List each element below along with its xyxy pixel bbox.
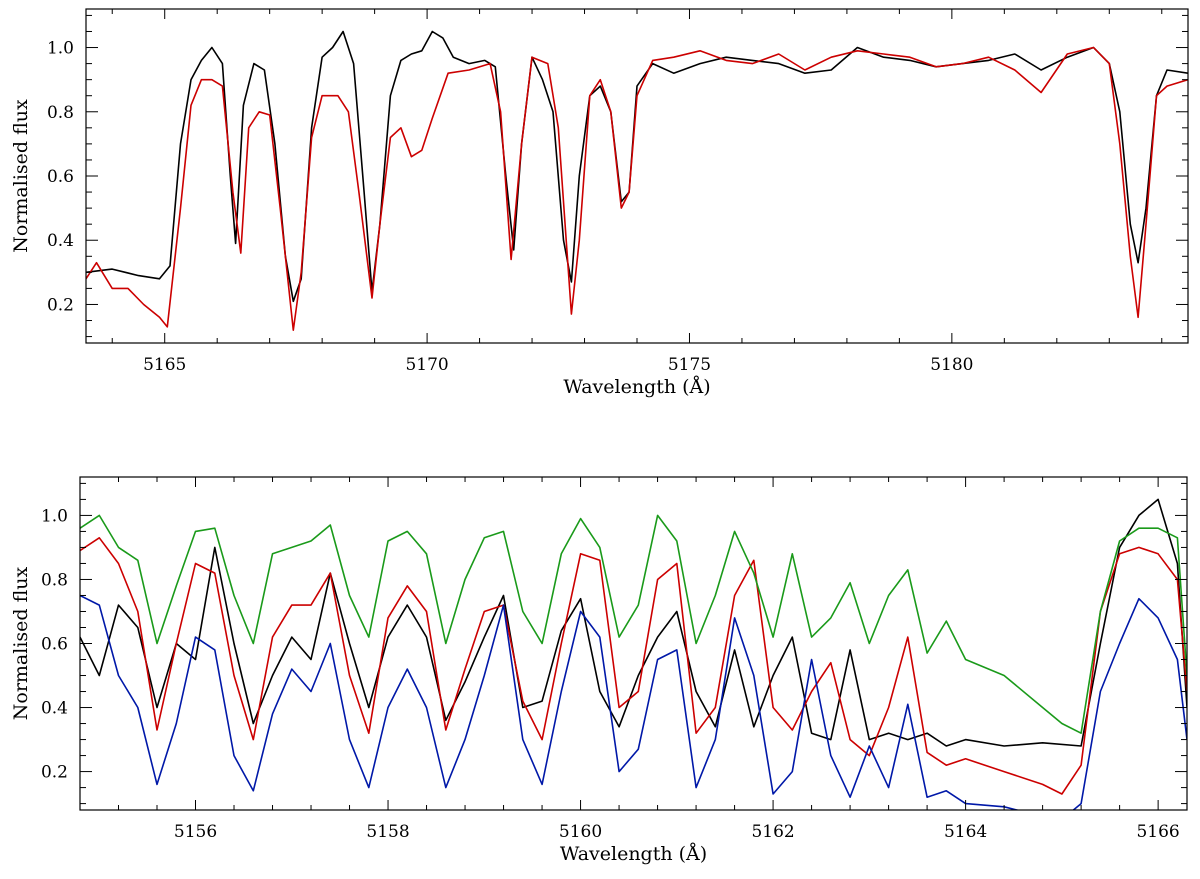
series-model-line <box>86 46 1188 331</box>
y-tick-label: 0.4 <box>47 231 74 251</box>
y-axis-title: Normalised flux <box>10 99 32 253</box>
y-tick-label: 0.8 <box>47 103 74 123</box>
y-tick-label: 1.0 <box>47 39 74 59</box>
y-tick-label: 0.2 <box>47 295 74 315</box>
y-tick-label: 1.0 <box>41 506 68 526</box>
x-tick-label: 5180 <box>930 355 973 375</box>
y-tick-label: 0.4 <box>41 699 68 719</box>
x-axis-title: Wavelength (Å) <box>563 376 710 398</box>
series-model-2-line <box>80 594 1187 810</box>
series-group <box>86 30 1188 331</box>
x-tick-label: 5175 <box>668 355 711 375</box>
x-tick-label: 5166 <box>1136 822 1179 842</box>
series-observed-line <box>86 30 1188 303</box>
y-tick-label: 0.6 <box>47 167 74 187</box>
x-axis-title: Wavelength (Å) <box>560 843 707 865</box>
x-tick-label: 5170 <box>405 355 448 375</box>
x-tick-label: 5165 <box>143 355 186 375</box>
series-model-1-line <box>80 537 1187 795</box>
series-model-3-line <box>80 514 1187 734</box>
bottom-panel: 5156 5158 5160 5162 5164 5166 0.2 0.4 0.6 0.8 1.0 W… <box>10 476 1188 865</box>
x-tick-label: 5156 <box>174 822 217 842</box>
y-axis-title: Normalised flux <box>10 566 32 720</box>
x-tick-label: 5160 <box>559 822 602 842</box>
top-panel: 5165 5170 5175 5180 0.2 0.4 0.6 0.8 1.0 Wavelengt… <box>10 8 1189 398</box>
series-observed-line <box>80 498 1187 747</box>
plot-frame <box>79 476 1188 811</box>
series-group <box>80 498 1187 810</box>
y-tick-label: 0.6 <box>41 635 68 655</box>
y-tick-label: 0.8 <box>41 570 68 590</box>
x-tick-label: 5162 <box>751 822 794 842</box>
y-tick-label: 0.2 <box>41 763 68 783</box>
x-tick-label: 5158 <box>366 822 409 842</box>
x-tick-label: 5164 <box>944 822 987 842</box>
